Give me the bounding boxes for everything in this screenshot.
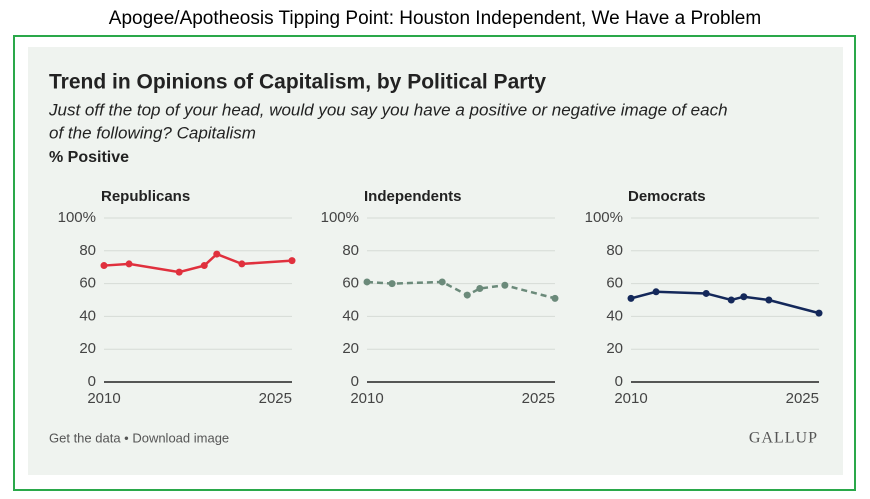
x-tick-label: 2025 bbox=[259, 390, 292, 407]
y-tick-label: 80 bbox=[342, 242, 359, 259]
data-point bbox=[388, 280, 396, 288]
data-point bbox=[100, 262, 108, 270]
brand: GALLUP bbox=[749, 430, 818, 447]
y-tick-label: 80 bbox=[606, 242, 623, 259]
unit-label: % Positive bbox=[49, 149, 129, 166]
page-title: Apogee/Apotheosis Tipping Point: Houston… bbox=[109, 8, 761, 29]
y-tick-label: 80 bbox=[79, 242, 96, 259]
data-point bbox=[551, 294, 559, 302]
x-tick-label: 2010 bbox=[87, 390, 120, 407]
subtitle: Just off the top of your head, would you… bbox=[48, 100, 728, 119]
data-point bbox=[463, 291, 471, 299]
footer-links[interactable]: Get the data • Download image bbox=[49, 430, 229, 445]
data-point bbox=[702, 289, 710, 297]
data-point bbox=[476, 285, 484, 293]
panel-title: Republicans bbox=[101, 188, 190, 205]
y-tick-label: 0 bbox=[351, 373, 359, 390]
y-tick-label: 100% bbox=[58, 209, 96, 226]
y-tick-label: 20 bbox=[342, 340, 359, 357]
data-point bbox=[200, 262, 208, 270]
panel-title: Independents bbox=[364, 188, 462, 205]
data-point bbox=[740, 293, 748, 301]
data-point bbox=[727, 296, 735, 304]
y-tick-label: 20 bbox=[606, 340, 623, 357]
data-point bbox=[627, 294, 635, 302]
x-tick-label: 2025 bbox=[786, 390, 819, 407]
panel-title: Democrats bbox=[628, 188, 706, 205]
y-tick-label: 60 bbox=[342, 275, 359, 292]
data-point bbox=[288, 257, 296, 265]
data-point bbox=[438, 278, 446, 286]
y-tick-label: 20 bbox=[79, 340, 96, 357]
data-point bbox=[815, 309, 823, 317]
y-tick-label: 40 bbox=[606, 307, 623, 324]
data-point bbox=[765, 296, 773, 304]
data-point bbox=[238, 260, 246, 268]
subtitle: of the following? Capitalism bbox=[49, 123, 256, 142]
y-tick-label: 60 bbox=[606, 275, 623, 292]
y-tick-label: 40 bbox=[79, 307, 96, 324]
data-point bbox=[213, 250, 221, 258]
data-point bbox=[125, 260, 133, 268]
y-tick-label: 0 bbox=[88, 373, 96, 390]
data-point bbox=[363, 278, 371, 286]
x-tick-label: 2010 bbox=[350, 390, 383, 407]
y-tick-label: 100% bbox=[321, 209, 359, 226]
data-point bbox=[501, 281, 509, 289]
y-tick-label: 0 bbox=[615, 373, 623, 390]
data-point bbox=[175, 268, 183, 276]
y-tick-label: 60 bbox=[79, 275, 96, 292]
data-point bbox=[652, 288, 660, 296]
x-tick-label: 2010 bbox=[614, 390, 647, 407]
y-tick-label: 40 bbox=[342, 307, 359, 324]
chart-title: Trend in Opinions of Capitalism, by Poli… bbox=[49, 71, 546, 94]
x-tick-label: 2025 bbox=[522, 390, 555, 407]
card bbox=[28, 47, 843, 475]
y-tick-label: 100% bbox=[585, 209, 623, 226]
